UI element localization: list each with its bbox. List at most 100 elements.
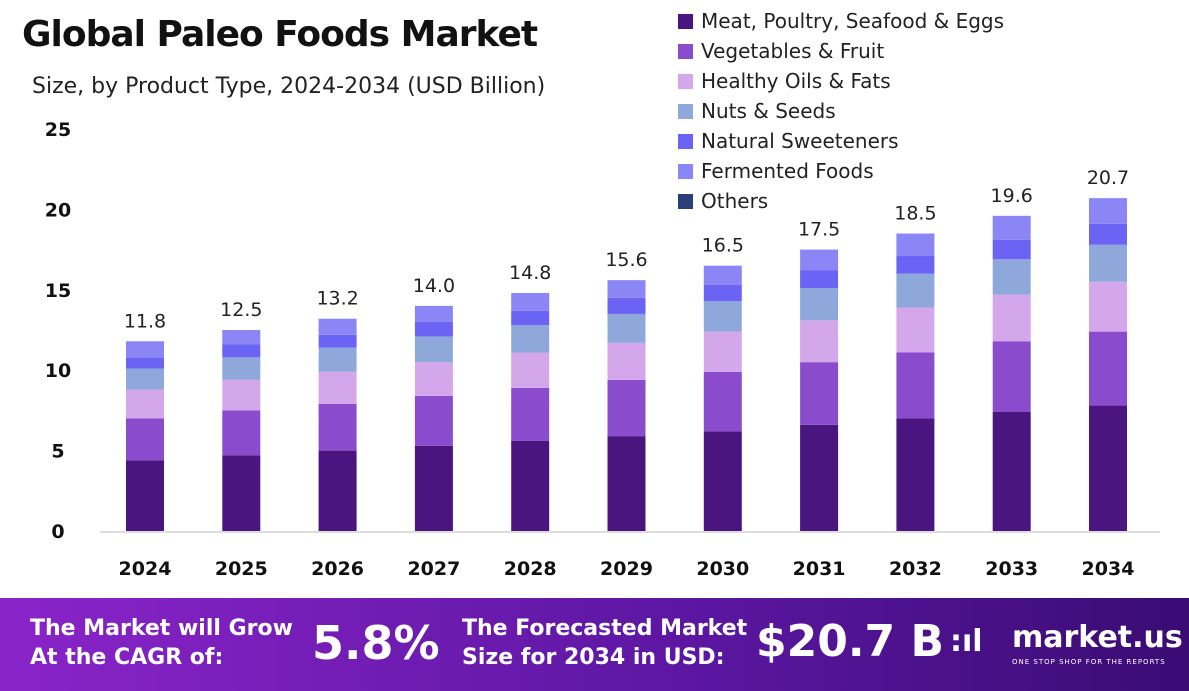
bar-segment — [992, 412, 1031, 531]
y-tick-label: 15 — [45, 280, 71, 302]
x-tick-label: 2032 — [889, 558, 942, 580]
total-label: 13.2 — [316, 288, 358, 310]
bar-segment — [607, 436, 646, 531]
legend-label: Others — [701, 189, 769, 213]
total-label: 19.6 — [991, 185, 1033, 207]
legend-item: Meat, Poultry, Seafood & Eggs — [678, 6, 1004, 36]
bar-segment — [992, 294, 1031, 342]
legend-swatch — [678, 13, 693, 29]
bar-segment — [126, 341, 164, 358]
bar-segment — [511, 293, 550, 311]
bar-segment — [607, 297, 646, 314]
bar-segment — [992, 259, 1031, 295]
bar-segment — [414, 362, 453, 396]
legend: Meat, Poultry, Seafood & Eggs Vegetables … — [678, 6, 1004, 216]
forecast-label: The Forecasted Market Size for 2034 in US… — [462, 614, 747, 672]
bar-segment — [222, 379, 261, 411]
bar-segment — [511, 352, 550, 388]
bar-segment — [1089, 244, 1127, 282]
x-tick-label: 2029 — [600, 558, 653, 580]
x-tick-label: 2033 — [985, 558, 1038, 580]
bar-segment — [414, 336, 453, 363]
cagr-label-line2: At the CAGR of: — [30, 645, 224, 670]
bar-segment — [222, 357, 261, 380]
total-label: 17.5 — [798, 219, 840, 241]
bar-segment — [126, 460, 164, 531]
bar-segment — [896, 273, 935, 308]
y-tick-label: 10 — [45, 360, 71, 382]
forecast-label-line2: Size for 2034 in USD: — [462, 645, 725, 670]
logo-mark-icon: :ıl — [950, 624, 983, 659]
x-tick-label: 2025 — [215, 558, 268, 580]
bar-segment — [318, 334, 357, 348]
total-label: 12.5 — [220, 299, 262, 321]
cagr-label: The Market will Grow At the CAGR of: — [30, 614, 293, 672]
bar-segment — [1089, 405, 1127, 531]
bar-segment — [318, 318, 357, 335]
bar-segment — [703, 331, 742, 372]
bar-segment — [800, 320, 839, 363]
bar-segment — [414, 305, 453, 322]
bar-segment — [126, 418, 164, 461]
bar-segment — [992, 215, 1031, 240]
x-tick-label: 2030 — [696, 558, 749, 580]
logo-name: market.us — [1012, 620, 1183, 655]
legend-label: Meat, Poultry, Seafood & Eggs — [701, 9, 1005, 33]
total-label: 18.5 — [894, 203, 936, 225]
bar-segment — [992, 239, 1031, 260]
bar-segment — [414, 321, 453, 337]
bar-segment — [607, 342, 646, 380]
total-label: 14.8 — [509, 262, 551, 284]
bar-segment — [607, 313, 646, 343]
bar-segment — [511, 387, 550, 441]
legend-swatch — [678, 193, 693, 209]
chart-subtitle: Size, by Product Type, 2024-2034 (USD Bi… — [32, 74, 546, 99]
bar-segment — [126, 357, 164, 369]
bar-segment — [703, 431, 742, 531]
legend-item: Natural Sweeteners — [678, 126, 1004, 156]
legend-item: Healthy Oils & Fats — [678, 66, 1004, 96]
y-tick-label: 25 — [45, 119, 71, 141]
bar-segment — [800, 288, 839, 321]
bar-segment — [896, 307, 935, 353]
total-label: 20.7 — [1087, 167, 1129, 189]
bar-segment — [318, 450, 357, 531]
legend-swatch — [678, 163, 693, 179]
bar-segment — [222, 410, 261, 456]
bar-segment — [511, 325, 550, 353]
summary-banner: The Market will Grow At the CAGR of: 5.8%… — [0, 598, 1189, 691]
bar-segment — [126, 389, 164, 419]
logo-tagline: ONE STOP SHOP FOR THE REPORTS — [1012, 658, 1166, 666]
x-tick-label: 2024 — [119, 558, 172, 580]
legend-swatch — [678, 103, 693, 119]
cagr-value: 5.8% — [312, 616, 440, 670]
bar-segment — [800, 249, 839, 271]
bar-segment — [1089, 198, 1127, 224]
cagr-label-line1: The Market will Grow — [30, 616, 293, 641]
y-tick-label: 5 — [51, 441, 64, 463]
bar-segment — [896, 233, 935, 257]
bar-segment — [607, 379, 646, 437]
bar-segment — [896, 256, 935, 274]
bar-segment — [1089, 331, 1127, 406]
legend-label: Vegetables & Fruit — [701, 39, 885, 63]
chart-title: Global Paleo Foods Market — [22, 14, 538, 55]
bar-segment — [414, 445, 453, 531]
legend-item: Fermented Foods — [678, 156, 1004, 186]
legend-label: Healthy Oils & Fats — [701, 69, 891, 93]
bar-segment — [511, 310, 550, 326]
legend-item: Others — [678, 186, 1004, 216]
forecast-value: $20.7 B — [756, 616, 945, 667]
x-tick-label: 2028 — [504, 558, 557, 580]
market-us-logo: :ıl market.us ONE STOP SHOP FOR THE REPO… — [950, 620, 1183, 670]
x-tick-label: 2031 — [793, 558, 846, 580]
x-tick-label: 2026 — [311, 558, 364, 580]
bar-segment — [1089, 223, 1127, 245]
total-label: 16.5 — [702, 235, 744, 257]
bar-segment — [318, 403, 357, 451]
legend-label: Fermented Foods — [701, 159, 874, 183]
bar-segment — [703, 371, 742, 432]
total-label: 11.8 — [124, 310, 166, 332]
x-tick-label: 2034 — [1082, 558, 1135, 580]
bar-segment — [222, 344, 261, 358]
